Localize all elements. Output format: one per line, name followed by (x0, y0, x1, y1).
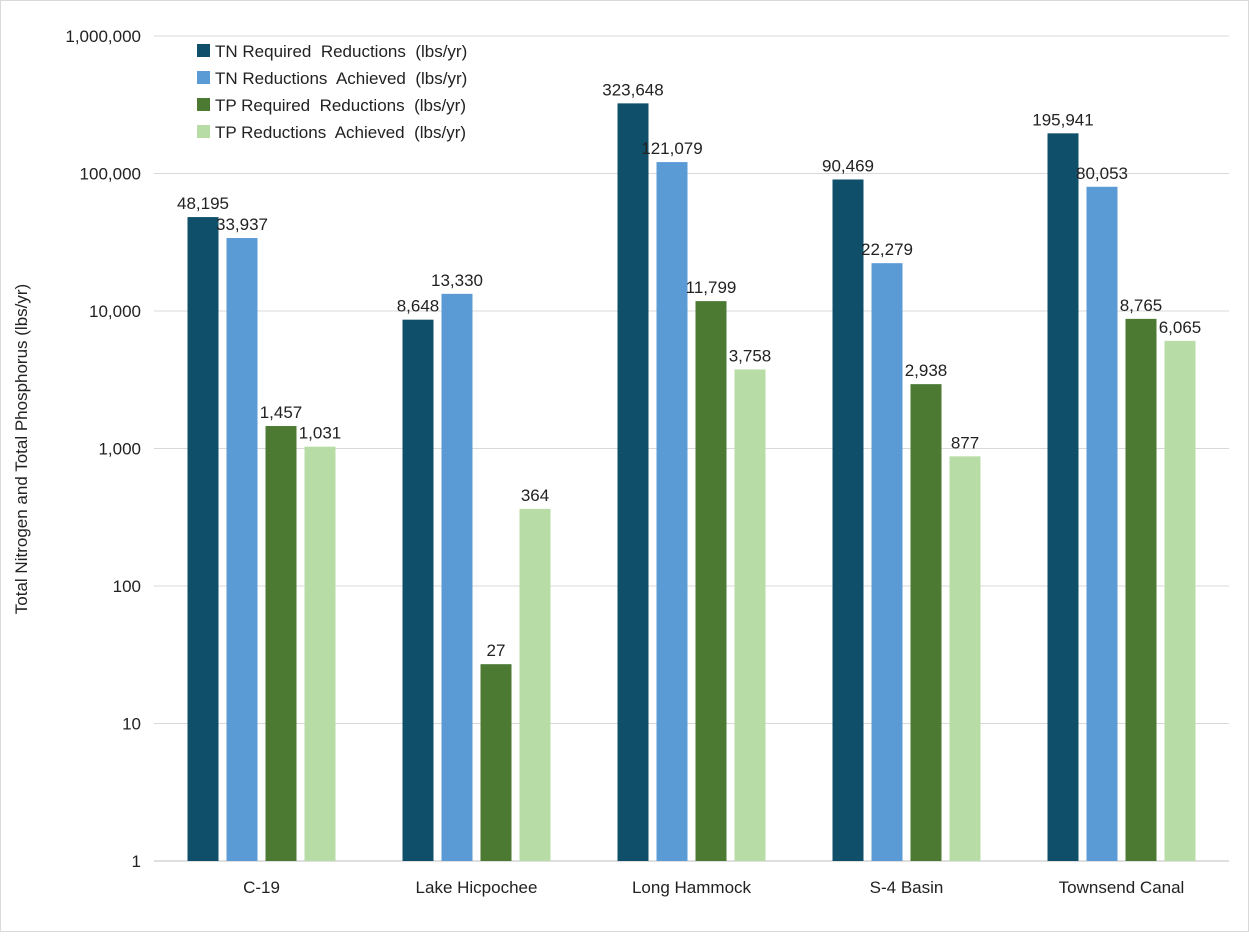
y-tick-label: 100,000 (80, 165, 141, 184)
data-label: 6,065 (1159, 318, 1202, 337)
bar (304, 446, 336, 861)
x-tick-label: Townsend Canal (1059, 878, 1185, 897)
data-label: 1,457 (260, 403, 303, 422)
y-tick-label: 1 (132, 852, 141, 871)
y-tick-label: 10 (122, 715, 141, 734)
bar (402, 319, 434, 862)
data-label: 8,648 (397, 297, 440, 316)
bar (1086, 186, 1118, 861)
bar (695, 301, 727, 861)
y-axis-title: Total Nitrogen and Total Phosphorus (lbs… (12, 284, 31, 614)
legend-label: TN Reductions Achieved (lbs/yr) (215, 69, 467, 88)
data-label: 3,758 (729, 346, 772, 365)
y-tick-label: 1,000,000 (65, 27, 141, 46)
bar (949, 456, 981, 861)
legend-label: TP Required Reductions (lbs/yr) (215, 96, 466, 115)
x-tick-label: C-19 (243, 878, 280, 897)
bars (187, 103, 1196, 862)
legend-swatch (197, 98, 210, 111)
bar (910, 384, 942, 861)
x-tick-label: Long Hammock (632, 878, 752, 897)
x-axis: C-19 Lake Hicpochee Long Hammock S-4 Basin T… (243, 878, 1184, 897)
legend-label: TN Required Reductions (lbs/yr) (215, 42, 467, 61)
data-label: 323,648 (602, 80, 663, 99)
data-label: 195,941 (1032, 110, 1093, 129)
bar (480, 664, 512, 861)
data-label: 80,053 (1076, 164, 1128, 183)
legend-label: TP Reductions Achieved (lbs/yr) (215, 123, 466, 142)
data-label: 33,937 (216, 215, 268, 234)
bar (1125, 318, 1157, 862)
legend-swatch (197, 125, 210, 138)
y-tick-label: 10,000 (89, 302, 141, 321)
bar (871, 263, 903, 862)
data-label: 877 (951, 433, 979, 452)
bar (1047, 133, 1079, 861)
data-label: 364 (521, 486, 549, 505)
bar (265, 426, 297, 861)
data-label: 13,330 (431, 271, 483, 290)
data-label: 2,938 (905, 361, 948, 380)
data-label: 22,279 (861, 240, 913, 259)
data-labels: 48,195 33,937 1,457 1,031 8,648 13,330 27 364 32… (177, 80, 1201, 660)
data-label: 48,195 (177, 194, 229, 213)
bar (1164, 340, 1196, 861)
bar (226, 238, 258, 861)
legend-swatch (197, 71, 210, 84)
legend-swatch (197, 44, 210, 57)
legend: TN Required Reductions (lbs/yr) TN Reduct… (197, 42, 467, 142)
y-tick-label: 1,000 (98, 440, 141, 459)
data-label: 1,031 (299, 424, 342, 443)
bar (617, 103, 649, 861)
x-tick-label: Lake Hicpochee (416, 878, 538, 897)
bar (656, 162, 688, 862)
bar (832, 179, 864, 862)
bar (519, 508, 551, 861)
bar (734, 369, 766, 861)
data-label: 8,765 (1120, 296, 1163, 315)
y-tick-label: 100 (113, 577, 141, 596)
x-tick-label: S-4 Basin (870, 878, 944, 897)
data-label: 11,799 (686, 278, 737, 297)
y-axis: 1 10 100 1,000 10,000 100,000 1,000,000 (65, 27, 141, 871)
data-label: 90,469 (822, 156, 874, 175)
bar (187, 217, 219, 862)
bar (441, 293, 473, 862)
data-label: 27 (487, 641, 506, 660)
data-label: 121,079 (641, 139, 702, 158)
